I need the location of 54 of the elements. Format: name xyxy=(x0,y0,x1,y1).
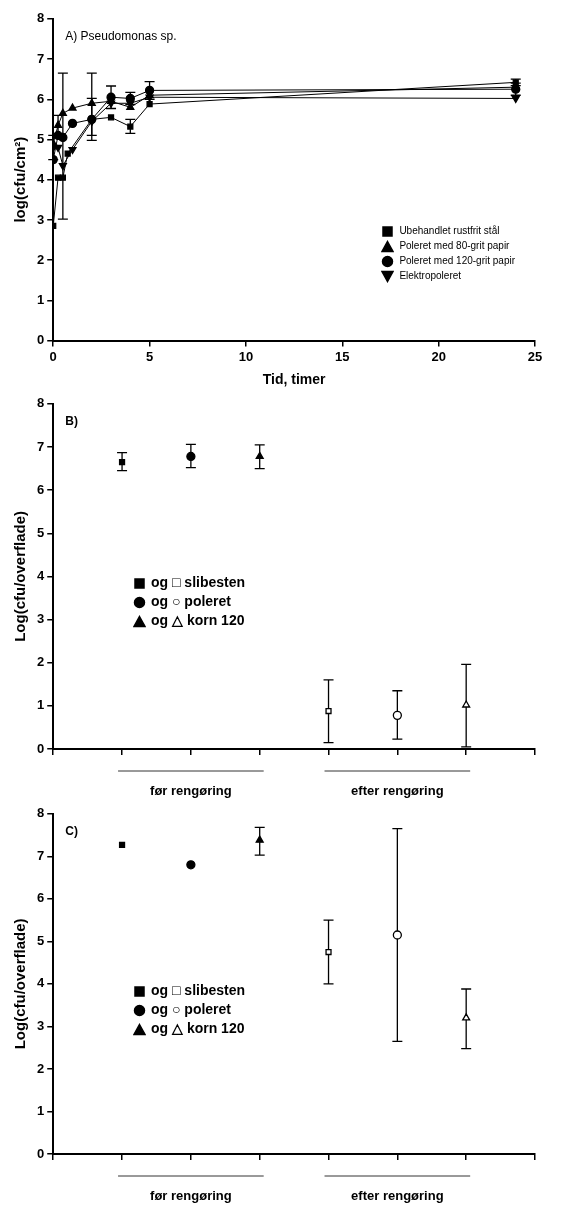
y-tick-label: 3 xyxy=(37,1018,45,1033)
y-tick-label: 1 xyxy=(37,1103,45,1119)
y-tick-label: 7 xyxy=(37,50,45,66)
y-tick-label: 7 xyxy=(37,847,45,863)
x-tick-label: 10 xyxy=(238,348,254,364)
legend-label: og ○ poleret xyxy=(151,593,232,610)
y-tick-label: 5 xyxy=(37,932,45,948)
y-tick-label: 6 xyxy=(37,481,45,497)
text: før rengøring xyxy=(150,782,232,798)
legend-label: Poleret med 120-grit papir xyxy=(399,255,515,266)
y-tick-label: 8 xyxy=(37,10,45,26)
y-tick-label: 0 xyxy=(37,740,45,756)
y-tick-label: 1 xyxy=(37,697,45,713)
legend-label: og □ slibesten xyxy=(151,574,246,591)
y-tick-label: 4 xyxy=(37,975,45,991)
y-tick-label: 4 xyxy=(37,567,45,583)
y-tick-label: 5 xyxy=(37,524,45,540)
y-tick-label: 2 xyxy=(37,654,45,670)
legend-label: og △ korn 120 xyxy=(151,612,245,629)
y-tick-label: 4 xyxy=(37,171,45,187)
y-axis-title: log(cfu/cm²) xyxy=(11,136,29,223)
text: efter rengøring xyxy=(351,782,444,798)
y-tick-label: 0 xyxy=(37,1145,45,1161)
y-tick-label: 3 xyxy=(37,211,45,227)
y-axis-title: Log(cfu/overflade) xyxy=(11,918,29,1050)
y-tick-label: 2 xyxy=(37,1060,45,1076)
y-tick-label: 6 xyxy=(37,890,45,906)
text: før rengøring xyxy=(150,1187,232,1203)
y-axis-title: Log(cfu/overflade) xyxy=(11,510,29,642)
legend-label: Ubehandlet rustfrit stål xyxy=(399,225,500,236)
legend-label: og △ korn 120 xyxy=(151,1020,245,1037)
text: B) xyxy=(65,414,78,429)
x-tick-label: 5 xyxy=(145,348,154,364)
y-tick-label: 1 xyxy=(37,291,45,307)
legend-label: og □ slibesten xyxy=(151,982,246,999)
legend-label: Poleret med 80-grit papir xyxy=(399,240,510,251)
y-tick-label: 5 xyxy=(37,131,45,147)
x-tick-label: 15 xyxy=(335,348,350,364)
y-tick-label: 8 xyxy=(37,805,45,821)
text: C) xyxy=(65,824,78,839)
text: efter rengøring xyxy=(351,1187,444,1203)
y-tick-label: 0 xyxy=(37,332,45,348)
legend-label: Elektropoleret xyxy=(399,270,462,281)
y-tick-label: 6 xyxy=(37,90,45,106)
x-tick-label: 20 xyxy=(431,348,446,364)
legend-label: og ○ poleret xyxy=(151,1001,232,1018)
y-tick-label: 8 xyxy=(37,395,45,411)
y-tick-label: 3 xyxy=(37,611,45,627)
x-tick-label: 25 xyxy=(527,348,543,364)
x-axis-title: Tid, timer xyxy=(262,371,327,388)
y-tick-label: 2 xyxy=(37,251,45,267)
x-tick-label: 0 xyxy=(49,348,57,364)
text: A) Pseudomonas sp. xyxy=(65,29,177,44)
y-tick-label: 7 xyxy=(37,438,45,454)
